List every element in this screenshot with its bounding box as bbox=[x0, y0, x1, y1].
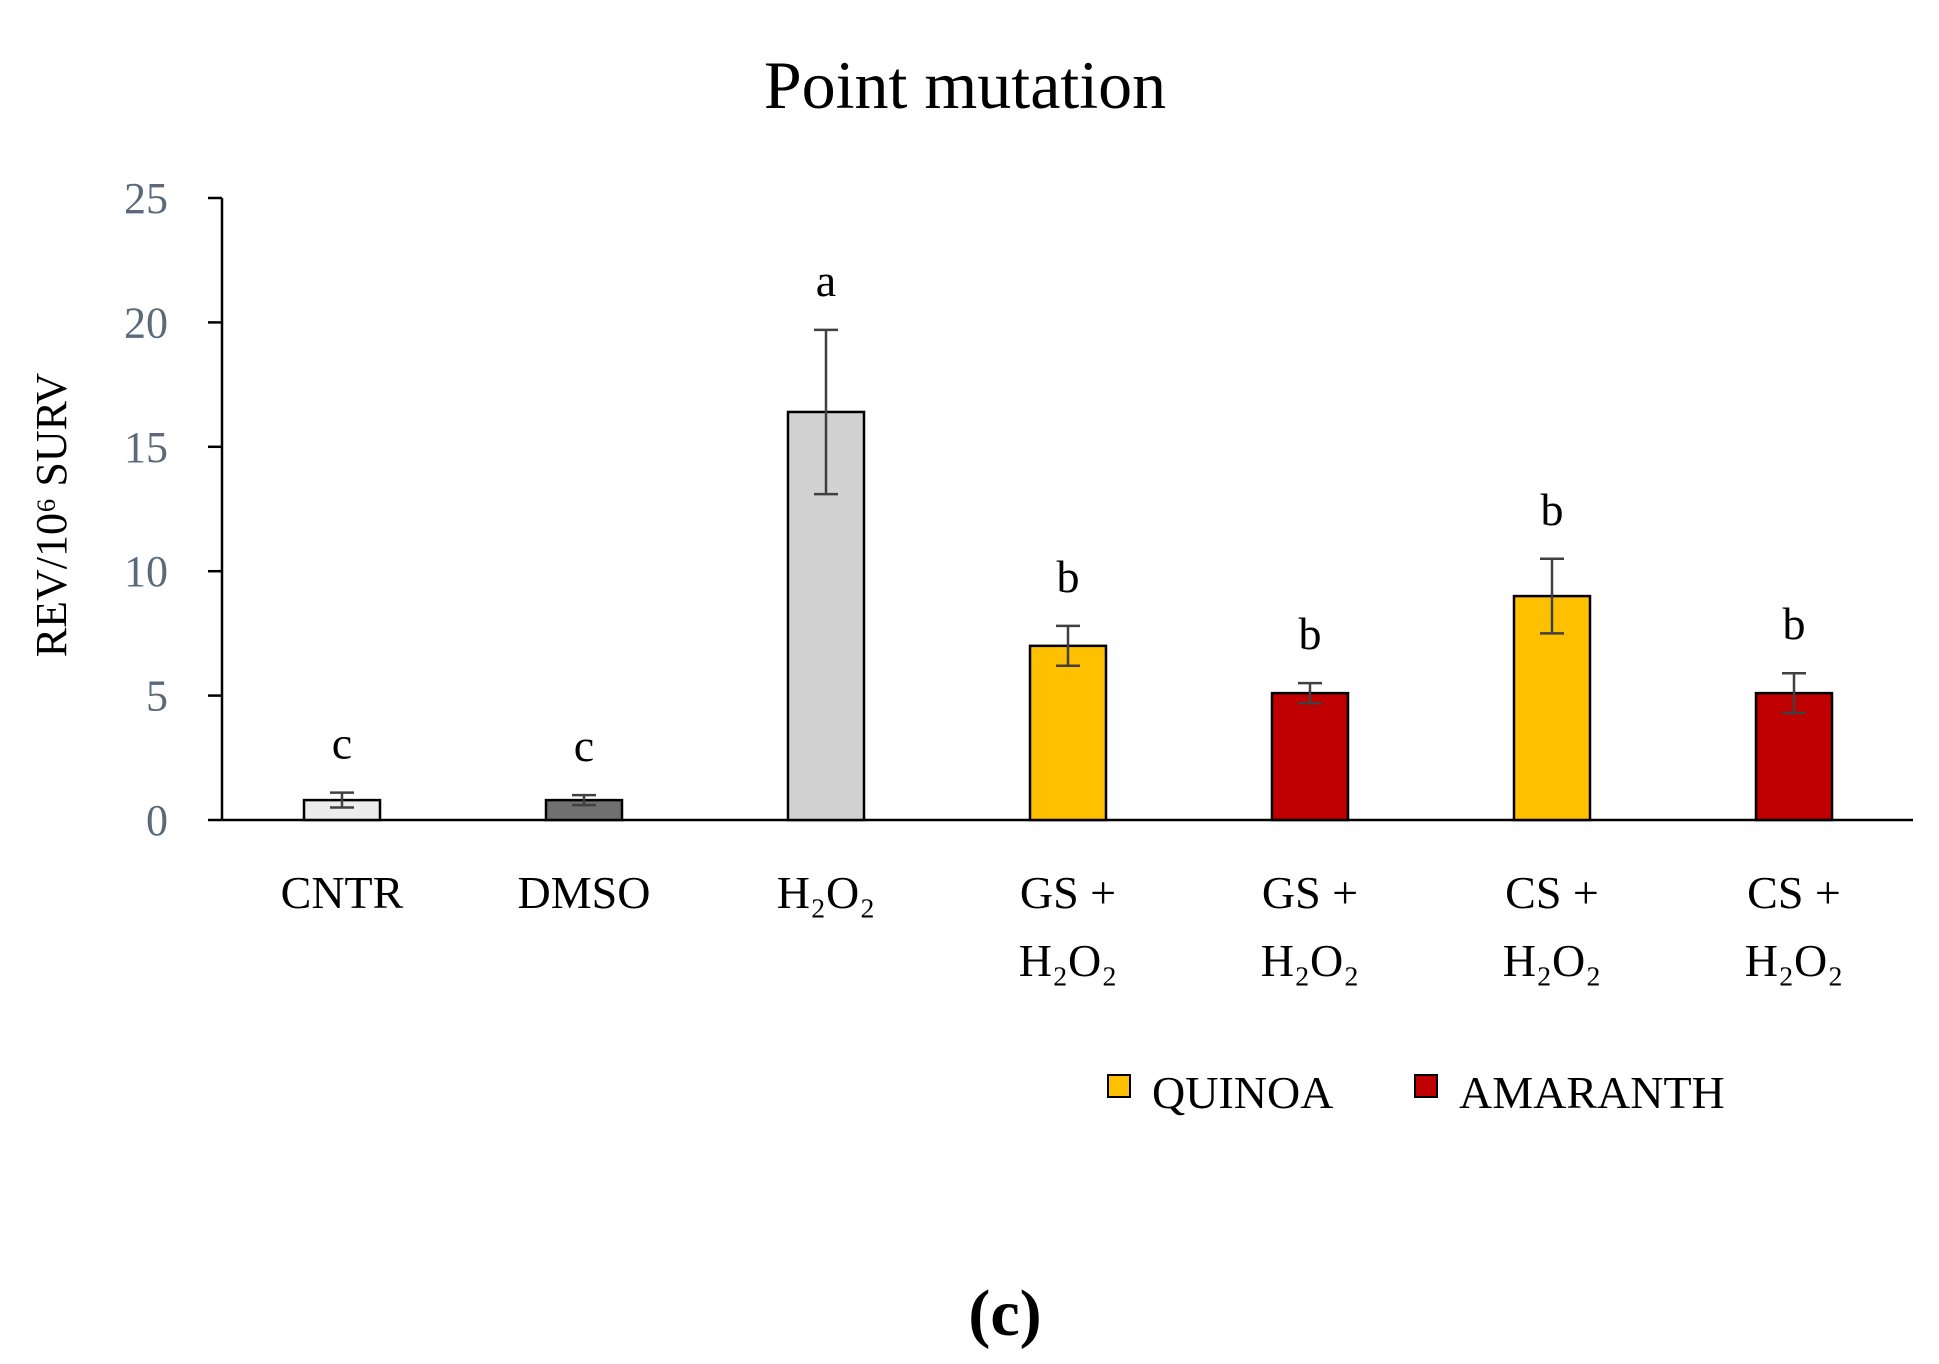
significance-letter: b bbox=[1783, 598, 1806, 649]
y-tick-label: 20 bbox=[124, 298, 168, 347]
x-tick-label: CS + bbox=[1505, 867, 1599, 918]
significance-letter: b bbox=[1541, 484, 1564, 535]
x-tick-label-line2: H₂O₂ bbox=[1503, 935, 1602, 986]
legend-label-quinoa: QUINOA bbox=[1152, 1067, 1333, 1118]
significance-letter: c bbox=[574, 720, 594, 771]
legend-label-amaranth: AMARANTH bbox=[1459, 1067, 1725, 1118]
x-tick-label: CNTR bbox=[281, 867, 404, 918]
significance-letter: c bbox=[332, 718, 352, 769]
x-tick-label: GS + bbox=[1262, 867, 1358, 918]
y-tick-label: 10 bbox=[124, 547, 168, 596]
x-tick-label: DMSO bbox=[518, 867, 651, 918]
x-tick-label: H₂O₂ bbox=[777, 867, 876, 918]
x-tick-label-line2: H₂O₂ bbox=[1019, 935, 1118, 986]
legend-swatch-quinoa bbox=[1107, 1074, 1131, 1098]
legend-swatch-amaranth bbox=[1414, 1074, 1438, 1098]
significance-letter: b bbox=[1057, 551, 1080, 602]
significance-letter: b bbox=[1299, 608, 1322, 659]
chart-title: Point mutation bbox=[764, 47, 1166, 123]
bar bbox=[1028, 644, 1108, 822]
bar bbox=[1270, 691, 1350, 822]
y-tick-label: 25 bbox=[124, 174, 168, 223]
significance-letter: a bbox=[816, 255, 836, 306]
x-tick-label: CS + bbox=[1747, 867, 1841, 918]
y-tick-label: 0 bbox=[146, 796, 168, 845]
plot-area: 0 5 10 15 20 25 c CNTR c DMSO a H₂O₂ b GS + H₂O₂ b GS + H… bbox=[124, 174, 1913, 986]
y-tick-label: 15 bbox=[124, 423, 168, 472]
x-tick-label-line2: H₂O₂ bbox=[1745, 935, 1844, 986]
y-axis-label: REV/10⁶ SURV bbox=[27, 373, 76, 658]
x-tick-label: GS + bbox=[1020, 867, 1116, 918]
panel-label: (c) bbox=[968, 1277, 1041, 1350]
legend: QUINOA AMARANTH bbox=[1107, 1067, 1725, 1118]
y-tick-label: 5 bbox=[146, 672, 168, 721]
x-tick-label-line2: H₂O₂ bbox=[1261, 935, 1360, 986]
